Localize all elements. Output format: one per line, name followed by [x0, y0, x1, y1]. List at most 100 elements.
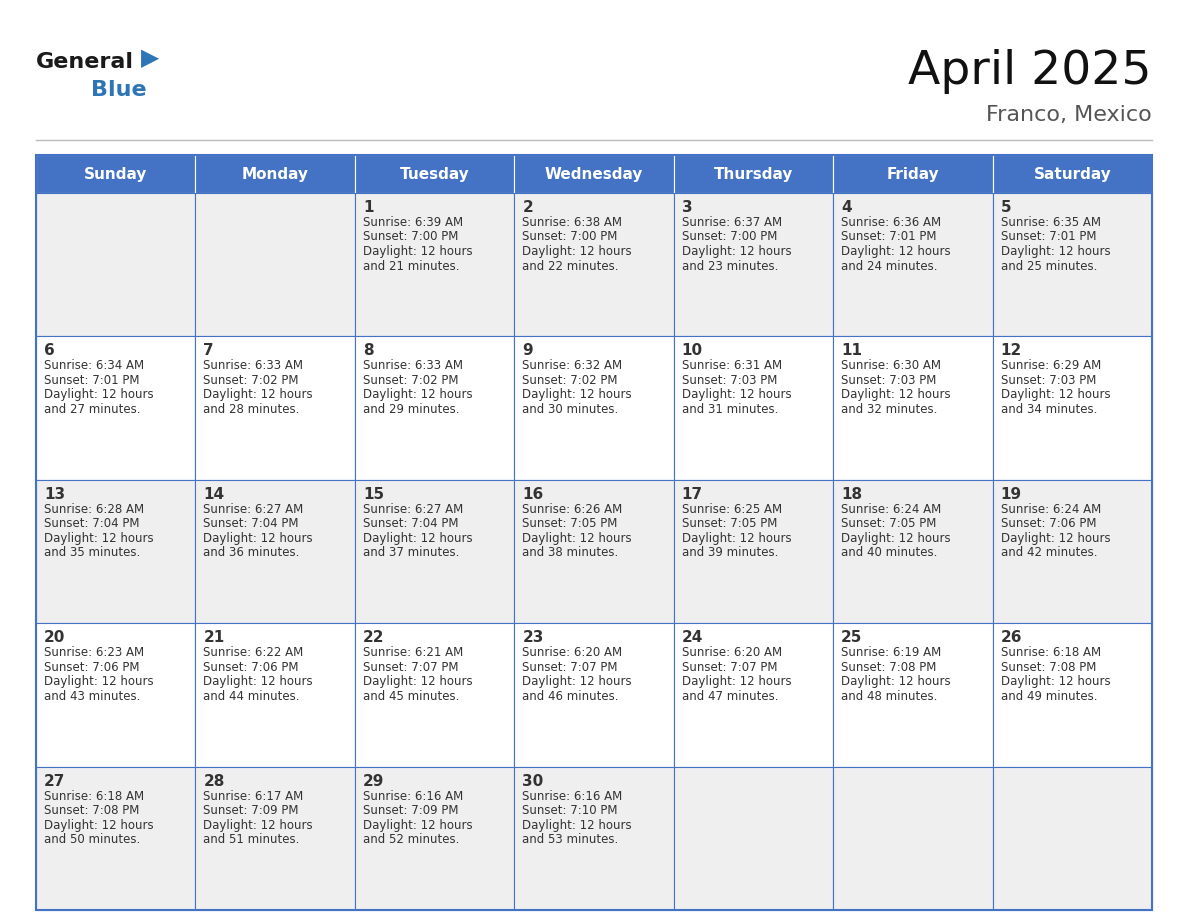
Text: Daylight: 12 hours: Daylight: 12 hours: [1000, 676, 1111, 688]
Text: 15: 15: [362, 487, 384, 502]
Text: Daylight: 12 hours: Daylight: 12 hours: [841, 676, 950, 688]
Text: Sunset: 7:09 PM: Sunset: 7:09 PM: [203, 804, 299, 817]
Bar: [674, 336, 833, 480]
Bar: [833, 155, 992, 193]
Text: Sunrise: 6:20 AM: Sunrise: 6:20 AM: [523, 646, 623, 659]
Text: Daylight: 12 hours: Daylight: 12 hours: [523, 819, 632, 832]
Bar: [36, 155, 196, 193]
Text: Sunrise: 6:33 AM: Sunrise: 6:33 AM: [203, 360, 303, 373]
Text: and 34 minutes.: and 34 minutes.: [1000, 403, 1097, 416]
Text: and 35 minutes.: and 35 minutes.: [44, 546, 140, 559]
Bar: [674, 480, 833, 623]
Text: Daylight: 12 hours: Daylight: 12 hours: [523, 532, 632, 544]
Text: 3: 3: [682, 200, 693, 215]
Bar: [992, 336, 1152, 480]
Text: and 44 minutes.: and 44 minutes.: [203, 689, 299, 702]
Text: Sunset: 7:08 PM: Sunset: 7:08 PM: [44, 804, 139, 817]
Text: Thursday: Thursday: [714, 166, 794, 182]
Bar: [992, 623, 1152, 767]
Text: Sunset: 7:00 PM: Sunset: 7:00 PM: [362, 230, 459, 243]
Text: Sunrise: 6:27 AM: Sunrise: 6:27 AM: [203, 503, 304, 516]
Text: Daylight: 12 hours: Daylight: 12 hours: [44, 532, 153, 544]
Text: 30: 30: [523, 774, 544, 789]
Bar: [514, 193, 674, 336]
Text: Wednesday: Wednesday: [545, 166, 643, 182]
Text: and 21 minutes.: and 21 minutes.: [362, 260, 460, 273]
Text: Sunset: 7:03 PM: Sunset: 7:03 PM: [682, 374, 777, 386]
Text: Sunrise: 6:26 AM: Sunrise: 6:26 AM: [523, 503, 623, 516]
Text: Daylight: 12 hours: Daylight: 12 hours: [362, 819, 473, 832]
Text: Sunset: 7:02 PM: Sunset: 7:02 PM: [362, 374, 459, 386]
Text: Sunset: 7:07 PM: Sunset: 7:07 PM: [682, 661, 777, 674]
Text: Sunrise: 6:27 AM: Sunrise: 6:27 AM: [362, 503, 463, 516]
Text: 13: 13: [44, 487, 65, 502]
Text: 12: 12: [1000, 343, 1022, 358]
Text: Daylight: 12 hours: Daylight: 12 hours: [1000, 532, 1111, 544]
Text: Daylight: 12 hours: Daylight: 12 hours: [203, 819, 314, 832]
Text: 6: 6: [44, 343, 55, 358]
Text: and 51 minutes.: and 51 minutes.: [203, 834, 299, 846]
Text: Daylight: 12 hours: Daylight: 12 hours: [841, 532, 950, 544]
Bar: [992, 193, 1152, 336]
Bar: [514, 480, 674, 623]
Text: 20: 20: [44, 630, 65, 645]
Bar: [36, 767, 196, 910]
Text: 7: 7: [203, 343, 214, 358]
Text: 16: 16: [523, 487, 544, 502]
Text: 14: 14: [203, 487, 225, 502]
Text: 10: 10: [682, 343, 703, 358]
Text: Sunset: 7:07 PM: Sunset: 7:07 PM: [362, 661, 459, 674]
Text: Sunrise: 6:37 AM: Sunrise: 6:37 AM: [682, 216, 782, 229]
Text: Daylight: 12 hours: Daylight: 12 hours: [44, 676, 153, 688]
Text: Blue: Blue: [91, 80, 146, 100]
Text: and 23 minutes.: and 23 minutes.: [682, 260, 778, 273]
Text: Sunset: 7:01 PM: Sunset: 7:01 PM: [841, 230, 936, 243]
Text: Sunrise: 6:16 AM: Sunrise: 6:16 AM: [362, 789, 463, 802]
Text: 22: 22: [362, 630, 385, 645]
Text: 27: 27: [44, 774, 65, 789]
Bar: [992, 767, 1152, 910]
Bar: [514, 336, 674, 480]
Text: Sunset: 7:10 PM: Sunset: 7:10 PM: [523, 804, 618, 817]
Text: General: General: [36, 52, 134, 72]
Text: Sunrise: 6:22 AM: Sunrise: 6:22 AM: [203, 646, 304, 659]
Text: and 42 minutes.: and 42 minutes.: [1000, 546, 1097, 559]
Text: Sunday: Sunday: [84, 166, 147, 182]
Bar: [196, 336, 355, 480]
Text: Daylight: 12 hours: Daylight: 12 hours: [523, 245, 632, 258]
Text: Sunset: 7:04 PM: Sunset: 7:04 PM: [362, 518, 459, 531]
Text: Daylight: 12 hours: Daylight: 12 hours: [44, 819, 153, 832]
Text: Tuesday: Tuesday: [399, 166, 469, 182]
Text: Sunrise: 6:39 AM: Sunrise: 6:39 AM: [362, 216, 463, 229]
Bar: [833, 193, 992, 336]
Text: Sunset: 7:00 PM: Sunset: 7:00 PM: [523, 230, 618, 243]
Bar: [674, 767, 833, 910]
Text: Daylight: 12 hours: Daylight: 12 hours: [523, 388, 632, 401]
Bar: [514, 155, 674, 193]
Bar: [36, 336, 196, 480]
Text: Sunset: 7:02 PM: Sunset: 7:02 PM: [523, 374, 618, 386]
Text: 2: 2: [523, 200, 533, 215]
Bar: [355, 623, 514, 767]
Text: Daylight: 12 hours: Daylight: 12 hours: [362, 532, 473, 544]
Bar: [355, 155, 514, 193]
Text: Sunset: 7:01 PM: Sunset: 7:01 PM: [44, 374, 139, 386]
Text: and 28 minutes.: and 28 minutes.: [203, 403, 299, 416]
Text: Friday: Friday: [886, 166, 940, 182]
Bar: [992, 480, 1152, 623]
Text: Sunset: 7:09 PM: Sunset: 7:09 PM: [362, 804, 459, 817]
Bar: [833, 480, 992, 623]
Text: Sunset: 7:02 PM: Sunset: 7:02 PM: [203, 374, 299, 386]
Text: Sunset: 7:03 PM: Sunset: 7:03 PM: [1000, 374, 1097, 386]
Bar: [196, 193, 355, 336]
Bar: [196, 767, 355, 910]
Text: Sunrise: 6:25 AM: Sunrise: 6:25 AM: [682, 503, 782, 516]
Text: 21: 21: [203, 630, 225, 645]
Text: Sunrise: 6:36 AM: Sunrise: 6:36 AM: [841, 216, 941, 229]
Text: and 46 minutes.: and 46 minutes.: [523, 689, 619, 702]
Text: Sunrise: 6:31 AM: Sunrise: 6:31 AM: [682, 360, 782, 373]
Text: Sunrise: 6:18 AM: Sunrise: 6:18 AM: [1000, 646, 1101, 659]
Text: Daylight: 12 hours: Daylight: 12 hours: [362, 245, 473, 258]
Text: Sunrise: 6:16 AM: Sunrise: 6:16 AM: [523, 789, 623, 802]
Text: Sunrise: 6:30 AM: Sunrise: 6:30 AM: [841, 360, 941, 373]
